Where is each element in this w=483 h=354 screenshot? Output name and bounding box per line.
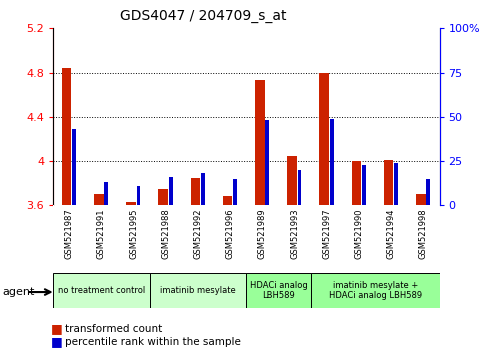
FancyBboxPatch shape	[53, 273, 150, 308]
Bar	[126, 202, 136, 205]
Bar	[362, 165, 366, 205]
Text: imatinib mesylate: imatinib mesylate	[160, 286, 236, 295]
FancyBboxPatch shape	[246, 273, 311, 308]
Bar	[287, 155, 297, 205]
Bar	[255, 80, 265, 205]
Bar	[62, 68, 71, 205]
Bar	[319, 73, 329, 205]
Bar	[265, 120, 269, 205]
Text: percentile rank within the sample: percentile rank within the sample	[65, 337, 241, 347]
Text: HDACi analog
LBH589: HDACi analog LBH589	[250, 281, 307, 300]
Bar	[426, 179, 430, 205]
Bar	[201, 173, 205, 205]
Bar	[158, 189, 168, 205]
Bar	[191, 178, 200, 205]
Text: ■: ■	[51, 322, 62, 335]
Bar	[137, 186, 141, 205]
FancyBboxPatch shape	[311, 273, 440, 308]
Text: imatinib mesylate +
HDACi analog LBH589: imatinib mesylate + HDACi analog LBH589	[328, 281, 422, 300]
Text: ■: ■	[51, 335, 62, 348]
Bar	[94, 194, 104, 205]
Bar	[330, 119, 334, 205]
Text: transformed count: transformed count	[65, 324, 162, 333]
Text: agent: agent	[2, 287, 35, 297]
Bar	[394, 163, 398, 205]
Bar	[233, 179, 237, 205]
FancyBboxPatch shape	[150, 273, 246, 308]
Bar	[104, 182, 108, 205]
Bar	[169, 177, 172, 205]
Bar	[298, 170, 301, 205]
Bar	[352, 161, 361, 205]
Bar	[384, 160, 394, 205]
Bar	[223, 196, 232, 205]
Text: GDS4047 / 204709_s_at: GDS4047 / 204709_s_at	[120, 9, 286, 23]
Bar	[416, 194, 426, 205]
Bar	[72, 129, 76, 205]
Text: no treatment control: no treatment control	[58, 286, 145, 295]
